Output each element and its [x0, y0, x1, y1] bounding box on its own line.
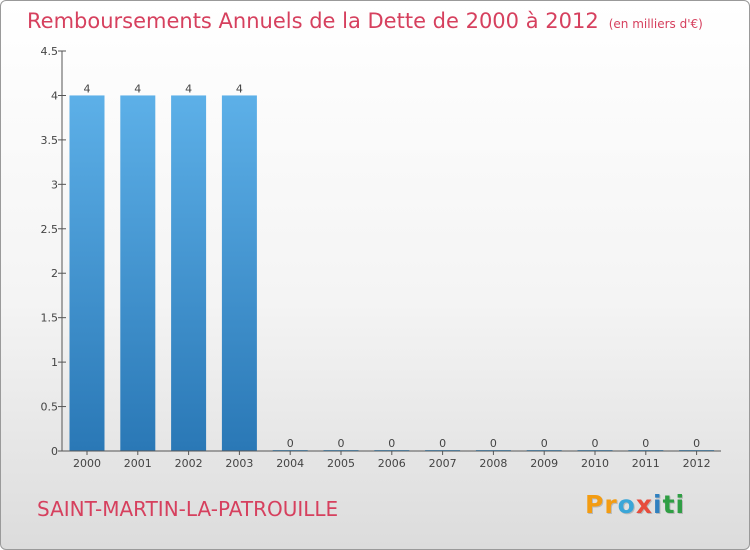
data-label: 0: [388, 437, 395, 450]
x-tick-label: 2003: [225, 457, 253, 470]
x-tick-label: 2011: [632, 457, 660, 470]
x-tick-label: 2008: [479, 457, 507, 470]
logo-letter: r: [604, 490, 618, 519]
bar: [120, 95, 156, 451]
y-tick-label: 0.5: [41, 401, 59, 414]
data-label: 4: [236, 82, 243, 95]
y-tick-label: 2: [51, 267, 58, 280]
x-tick-label: 2000: [73, 457, 101, 470]
place-name: SAINT-MARTIN-LA-PATROUILLE: [37, 497, 339, 521]
y-tick-label: 1.5: [41, 312, 59, 325]
logo-letter: x: [635, 490, 653, 519]
x-tick-label: 2001: [124, 457, 152, 470]
data-label: 0: [541, 437, 548, 450]
y-tick-label: 4.5: [41, 45, 59, 58]
x-tick-label: 2006: [378, 457, 406, 470]
x-tick-label: 2010: [581, 457, 609, 470]
y-tick-label: 3: [51, 178, 58, 191]
data-label: 0: [490, 437, 497, 450]
chart-unit: (en milliers d'€): [608, 17, 703, 31]
y-tick-label: 2.5: [41, 223, 59, 236]
data-label: 0: [592, 437, 599, 450]
y-tick-label: 0: [51, 445, 58, 458]
data-label: 4: [84, 82, 91, 95]
logo-letter: i: [653, 490, 663, 519]
logo-letter: i: [675, 490, 686, 519]
data-label: 0: [693, 437, 700, 450]
x-tick-label: 2009: [530, 457, 558, 470]
data-label: 4: [185, 82, 192, 95]
logo-letter: P: [585, 490, 605, 519]
bar: [221, 95, 257, 451]
data-label: 0: [287, 437, 294, 450]
logo-letter: t: [662, 490, 676, 519]
proxiti-logo: Proxiti: [585, 490, 685, 519]
chart-title-text: Remboursements Annuels de la Dette de 20…: [27, 9, 599, 33]
x-tick-label: 2005: [327, 457, 355, 470]
data-label: 0: [338, 437, 345, 450]
bar: [171, 95, 207, 451]
y-tick-label: 4: [51, 89, 58, 102]
x-tick-label: 2002: [175, 457, 203, 470]
x-tick-label: 2007: [429, 457, 457, 470]
y-tick-label: 1: [51, 356, 58, 369]
chart-title: Remboursements Annuels de la Dette de 20…: [27, 9, 703, 33]
logo-letter: o: [617, 490, 636, 519]
data-label: 0: [642, 437, 649, 450]
x-tick-label: 2012: [683, 457, 711, 470]
data-label: 4: [134, 82, 141, 95]
y-tick-label: 3.5: [41, 134, 59, 147]
x-tick-label: 2004: [276, 457, 304, 470]
data-label: 0: [439, 437, 446, 450]
bar: [69, 95, 105, 451]
